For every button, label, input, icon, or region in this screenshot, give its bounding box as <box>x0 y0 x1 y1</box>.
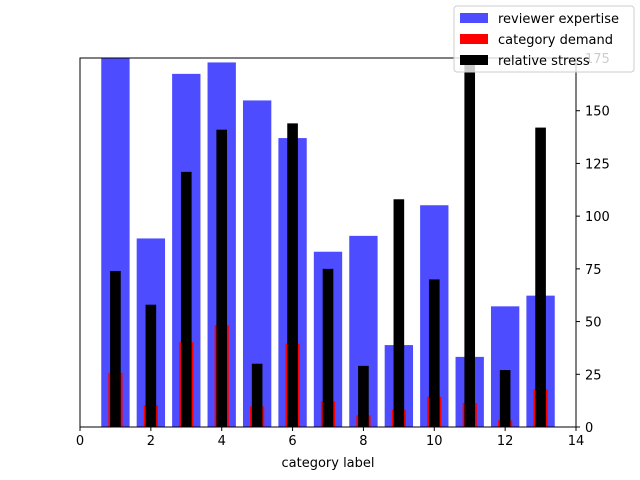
relative-stress-bar-5 <box>251 363 263 427</box>
x-tick-label: 12 <box>497 434 514 449</box>
right-y-axis-ticks: 0255075100125150175 <box>576 52 610 436</box>
x-tick-label: 10 <box>426 434 443 449</box>
legend-swatch-relative-stress <box>460 55 488 65</box>
relative-stress-bar-6 <box>287 123 298 427</box>
right-y-tick-label: 100 <box>585 210 610 225</box>
right-y-tick-label: 50 <box>585 316 602 331</box>
relative-stress-bar-13 <box>535 127 546 427</box>
legend-box <box>453 5 635 73</box>
relative-stress-bar-8 <box>358 365 369 427</box>
x-tick-label: 14 <box>568 434 585 449</box>
relative-stress-bars <box>110 64 546 428</box>
relative-stress-bar-7 <box>322 268 334 427</box>
right-y-tick-label: 75 <box>585 263 602 278</box>
relative-stress-bar-11 <box>464 64 476 427</box>
legend-swatch-category-demand <box>460 34 488 44</box>
relative-stress-bar-10 <box>428 279 440 427</box>
x-tick-label: 0 <box>76 434 84 449</box>
right-y-tick-label: 0 <box>585 421 593 436</box>
x-tick-label: 2 <box>147 434 155 449</box>
right-y-tick-label: 25 <box>585 368 602 383</box>
relative-stress-bar-4 <box>216 129 228 428</box>
legend-label-relative-stress: relative stress <box>498 54 590 69</box>
legend: reviewer expertise category demand relat… <box>453 5 635 73</box>
legend-label-category-demand: category demand <box>498 33 613 48</box>
relative-stress-bar-2 <box>145 304 157 427</box>
relative-stress-bar-12 <box>499 370 511 427</box>
x-tick-label: 6 <box>288 434 296 449</box>
right-y-tick-label: 150 <box>585 105 610 120</box>
relative-stress-bar-3 <box>180 171 192 427</box>
right-y-tick-label: 125 <box>585 157 610 172</box>
x-tick-label: 8 <box>359 434 367 449</box>
relative-stress-bar-1 <box>110 270 121 427</box>
relative-stress-bar-9 <box>393 199 405 427</box>
x-tick-label: 4 <box>218 434 226 449</box>
plot-area-frame <box>79 57 577 428</box>
legend-label-reviewer-expertise: reviewer expertise <box>498 12 619 27</box>
x-axis-label: category label <box>281 456 374 471</box>
legend-swatch-reviewer-expertise <box>460 13 488 23</box>
x-axis-ticks: 0 2 4 6 8 10 12 14 <box>76 427 584 449</box>
